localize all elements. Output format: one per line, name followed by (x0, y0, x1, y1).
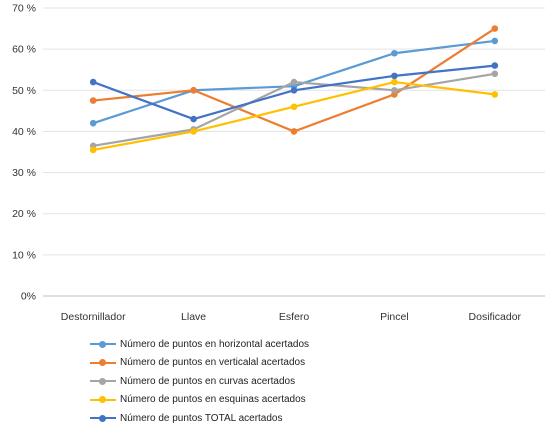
data-point (290, 86, 298, 94)
x-tick-label: Destornillador (61, 311, 126, 323)
y-axis-ticks: 70 % 60 % 50 % 40 % 30 % 20 % 10 % 0% (12, 3, 36, 303)
legend-label: Número de puntos en curvas acertados (120, 375, 296, 387)
legend-item: Número de puntos en horizontal acertados (90, 335, 309, 354)
y-tick-label: 30 % (12, 167, 36, 179)
data-point (89, 146, 97, 154)
data-point (491, 37, 499, 45)
x-axis-ticks: Destornillador Llave Esfero Pincel Dosificad… (61, 311, 522, 323)
legend-item: Número de puntos TOTAL acertados (90, 409, 309, 428)
gridlines (43, 7, 545, 297)
data-point (290, 128, 298, 135)
data-point (491, 62, 499, 69)
legend-item: Número de puntos en verticalal acertados (90, 354, 309, 373)
y-tick-label: 20 % (12, 208, 36, 220)
y-tick-label: 0% (21, 291, 36, 303)
legend-label: Número de puntos en esquinas acertados (120, 394, 306, 406)
y-tick-label: 60 % (12, 44, 36, 56)
legend-swatch (90, 376, 116, 386)
data-point (89, 119, 97, 127)
x-tick-label: Esfero (279, 311, 310, 323)
data-point (290, 78, 298, 86)
data-point (391, 72, 398, 80)
data-point (290, 103, 298, 111)
data-point (391, 49, 398, 57)
data-point (190, 115, 197, 123)
legend-label: Número de puntos en verticalal acertados (120, 357, 306, 369)
legend-label: Número de puntos en horizontal acertados (120, 338, 310, 350)
legend-swatch (90, 358, 116, 368)
legend-swatch (90, 413, 116, 423)
data-point (491, 70, 499, 78)
series-5 (89, 62, 499, 123)
data-point (89, 78, 97, 86)
data-point (190, 128, 197, 135)
data-point (491, 91, 499, 98)
legend-item: Número de puntos en curvas acertados (90, 372, 309, 391)
legend: Número de puntos en horizontal acertados… (90, 335, 309, 428)
y-tick-label: 50 % (12, 85, 36, 97)
data-point (491, 25, 499, 32)
series-lines (89, 25, 499, 154)
data-point (391, 78, 398, 86)
legend-swatch (90, 339, 116, 349)
x-tick-label: Dosificador (469, 311, 522, 323)
legend-label: Número de puntos TOTAL acertados (120, 412, 283, 424)
data-point (391, 86, 398, 94)
y-tick-label: 70 % (12, 3, 36, 15)
y-tick-label: 40 % (12, 126, 36, 138)
series-4 (89, 78, 499, 154)
x-tick-label: Pincel (380, 311, 409, 323)
data-point (89, 97, 97, 104)
legend-swatch (90, 395, 116, 405)
x-tick-label: Llave (181, 311, 206, 323)
legend-item: Número de puntos en esquinas acertados (90, 391, 309, 410)
data-point (190, 86, 197, 94)
y-tick-label: 10 % (12, 249, 36, 261)
